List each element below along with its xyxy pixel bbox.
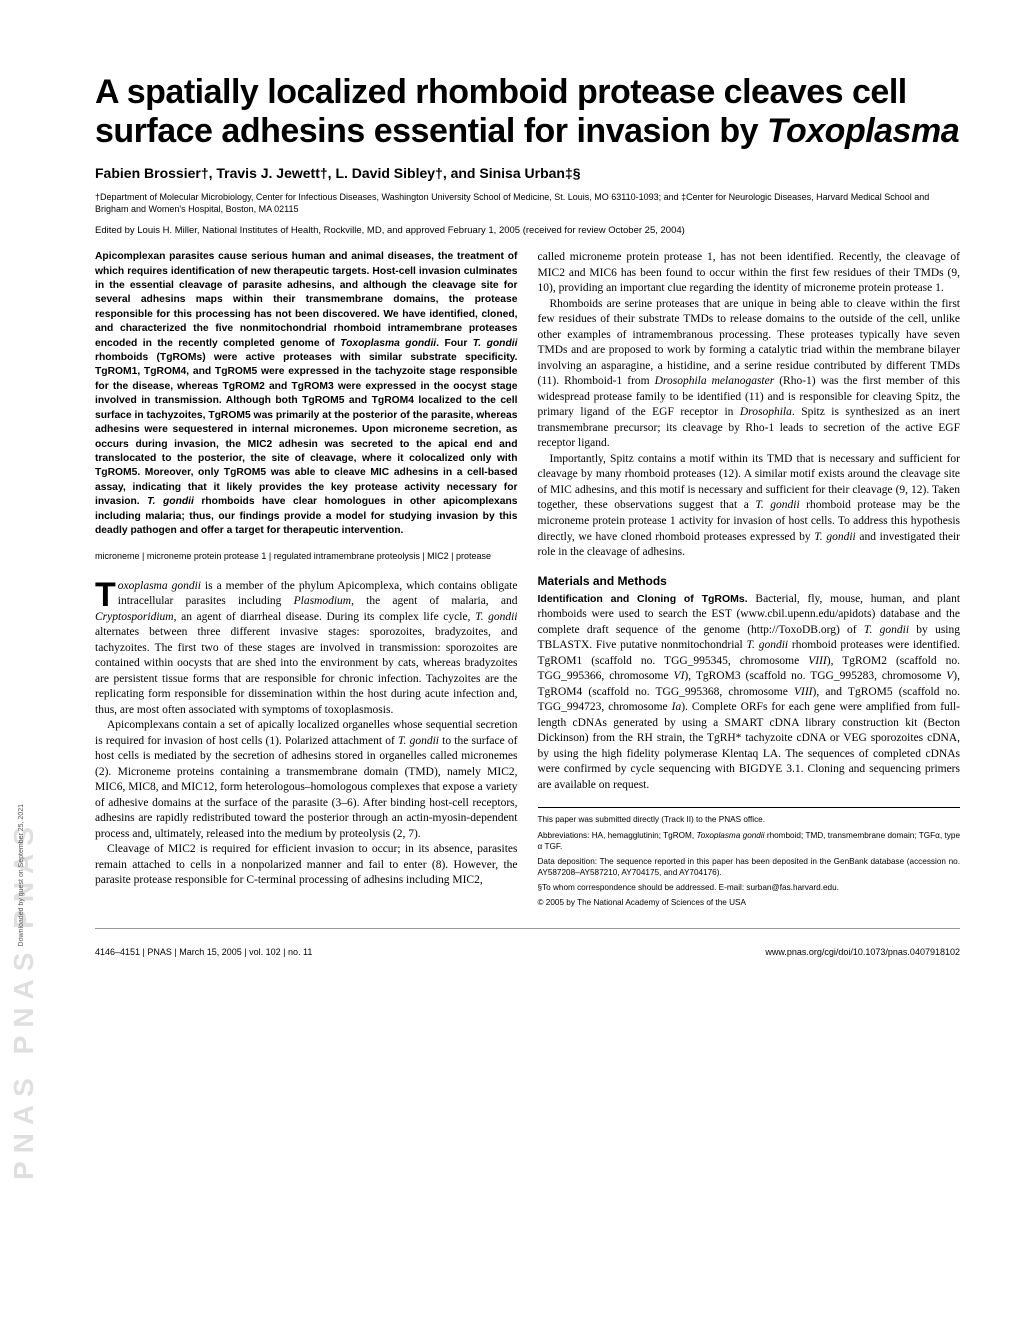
footnote-divider [538,807,961,808]
pnas-watermark: PNAS PNAS PNAS [8,280,48,1180]
edited-by: Edited by Louis H. Miller, National Inst… [95,225,960,240]
footnote-correspondence: §To whom correspondence should be addres… [538,882,961,893]
download-note: Downloaded by guest on September 25, 202… [18,804,25,946]
footnote-track: This paper was submitted directly (Track… [538,814,961,825]
authors: Fabien Brossier†, Travis J. Jewett†, L. … [95,165,960,181]
methods-body: Identification and Cloning of TgROMs. Ba… [538,592,961,794]
article-title: A spatially localized rhomboid protease … [95,73,960,151]
footnote-deposition: Data deposition: The sequence reported i… [538,856,961,878]
intro-text-right: called microneme protein protease 1, has… [538,250,961,560]
footnotes: This paper was submitted directly (Track… [538,814,961,907]
affiliations: †Department of Molecular Microbiology, C… [95,191,960,215]
footer-left: 4146–4151 | PNAS | March 15, 2005 | vol.… [95,947,312,957]
left-column: Apicomplexan parasites cause serious hum… [95,250,518,912]
page-footer: 4146–4151 | PNAS | March 15, 2005 | vol.… [95,928,960,957]
right-column: called microneme protein protease 1, has… [538,250,961,912]
intro-text-left: Toxoplasma gondii is a member of the phy… [95,579,518,889]
keywords: microneme | microneme protein protease 1… [95,550,518,562]
materials-methods-heading: Materials and Methods [538,573,961,589]
footnote-abbrev: Abbreviations: HA, hemagglutinin; TgROM,… [538,830,961,852]
methods-text: Bacterial, fly, mouse, human, and plant … [538,593,961,791]
methods-subhead: Identification and Cloning of TgROMs. [538,593,748,605]
abstract: Apicomplexan parasites cause serious hum… [95,250,518,538]
footnote-copyright: © 2005 by The National Academy of Scienc… [538,897,961,908]
footer-right: www.pnas.org/cgi/doi/10.1073/pnas.040791… [765,947,960,957]
